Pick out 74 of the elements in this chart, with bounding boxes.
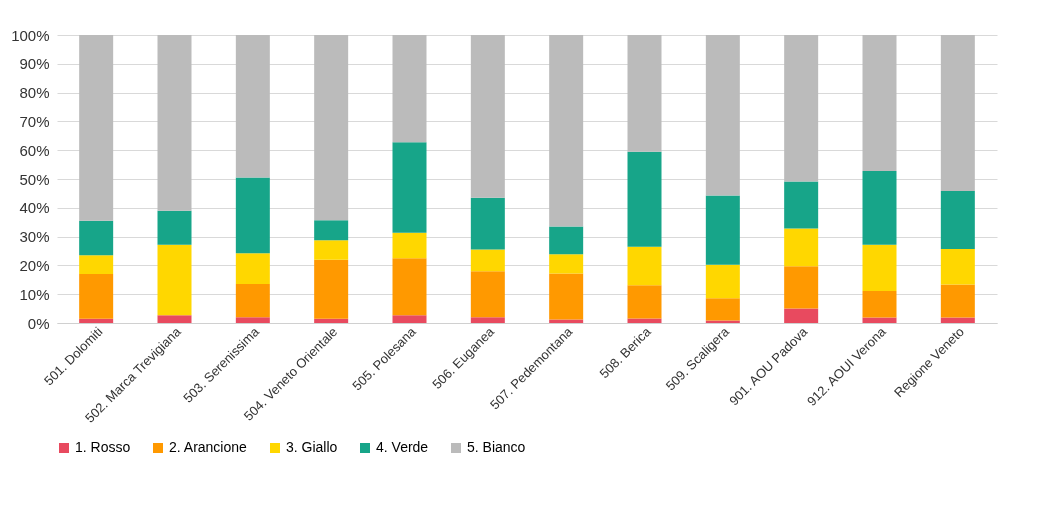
bar bbox=[314, 240, 349, 260]
bar bbox=[314, 318, 349, 323]
y-tick-label: 20% bbox=[19, 256, 50, 274]
bar bbox=[392, 232, 427, 259]
bar bbox=[470, 35, 505, 198]
y-tick-label: 80% bbox=[19, 84, 50, 102]
bar bbox=[705, 195, 740, 265]
bar bbox=[235, 317, 270, 323]
y-tick-label: 100% bbox=[11, 26, 50, 44]
bar bbox=[79, 318, 114, 323]
bar bbox=[235, 253, 270, 285]
y-tick-label: 0% bbox=[27, 314, 50, 332]
bar bbox=[862, 244, 897, 292]
bar bbox=[784, 181, 819, 229]
bar bbox=[470, 197, 505, 250]
bar bbox=[157, 210, 192, 245]
bar bbox=[470, 249, 505, 272]
bar bbox=[157, 35, 192, 211]
bar bbox=[549, 254, 584, 274]
bar bbox=[549, 273, 584, 320]
bar bbox=[235, 284, 270, 318]
bar bbox=[549, 226, 584, 255]
bar bbox=[627, 285, 662, 319]
bar bbox=[235, 177, 270, 254]
bar bbox=[705, 320, 740, 323]
bar bbox=[627, 246, 662, 286]
bar bbox=[862, 35, 897, 171]
bar bbox=[549, 35, 584, 227]
legend-label: 5. Bianco bbox=[467, 439, 526, 455]
bar bbox=[784, 308, 819, 323]
bar bbox=[314, 259, 349, 319]
bar bbox=[314, 35, 349, 221]
bar bbox=[705, 264, 740, 299]
y-tick-label: 70% bbox=[19, 112, 50, 130]
bar bbox=[392, 258, 427, 316]
y-tick-label: 30% bbox=[19, 228, 50, 246]
bar bbox=[627, 35, 662, 152]
bar bbox=[784, 228, 819, 267]
bar bbox=[314, 220, 349, 241]
bar bbox=[940, 35, 975, 192]
legend-label: 4. Verde bbox=[376, 439, 429, 455]
bar bbox=[235, 35, 270, 178]
bar bbox=[627, 318, 662, 323]
bar bbox=[392, 142, 427, 233]
bar bbox=[940, 317, 975, 323]
bar bbox=[79, 255, 114, 275]
y-tick-label: 60% bbox=[19, 141, 50, 159]
y-tick-label: 40% bbox=[19, 199, 50, 217]
bar bbox=[392, 35, 427, 143]
bar bbox=[79, 35, 114, 221]
bar bbox=[940, 248, 975, 285]
bar bbox=[470, 271, 505, 318]
legend-label: 1. Rosso bbox=[75, 439, 131, 455]
bar bbox=[940, 284, 975, 318]
legend-label: 2. Arancione bbox=[169, 439, 248, 455]
bar bbox=[392, 315, 427, 323]
bar bbox=[157, 244, 192, 316]
bar bbox=[470, 317, 505, 323]
bar bbox=[705, 35, 740, 196]
bar bbox=[862, 170, 897, 245]
bar bbox=[784, 266, 819, 309]
bar bbox=[157, 315, 192, 323]
y-tick-label: 90% bbox=[19, 55, 50, 73]
bar bbox=[627, 151, 662, 247]
bar bbox=[705, 298, 740, 321]
bar bbox=[862, 317, 897, 323]
legend-label: 3. Giallo bbox=[286, 439, 338, 455]
y-tick-label: 10% bbox=[19, 285, 50, 303]
bar bbox=[79, 274, 114, 319]
bar bbox=[79, 220, 114, 256]
bar bbox=[940, 191, 975, 249]
y-tick-label: 50% bbox=[19, 170, 50, 188]
bar bbox=[862, 291, 897, 318]
bar bbox=[784, 35, 819, 182]
